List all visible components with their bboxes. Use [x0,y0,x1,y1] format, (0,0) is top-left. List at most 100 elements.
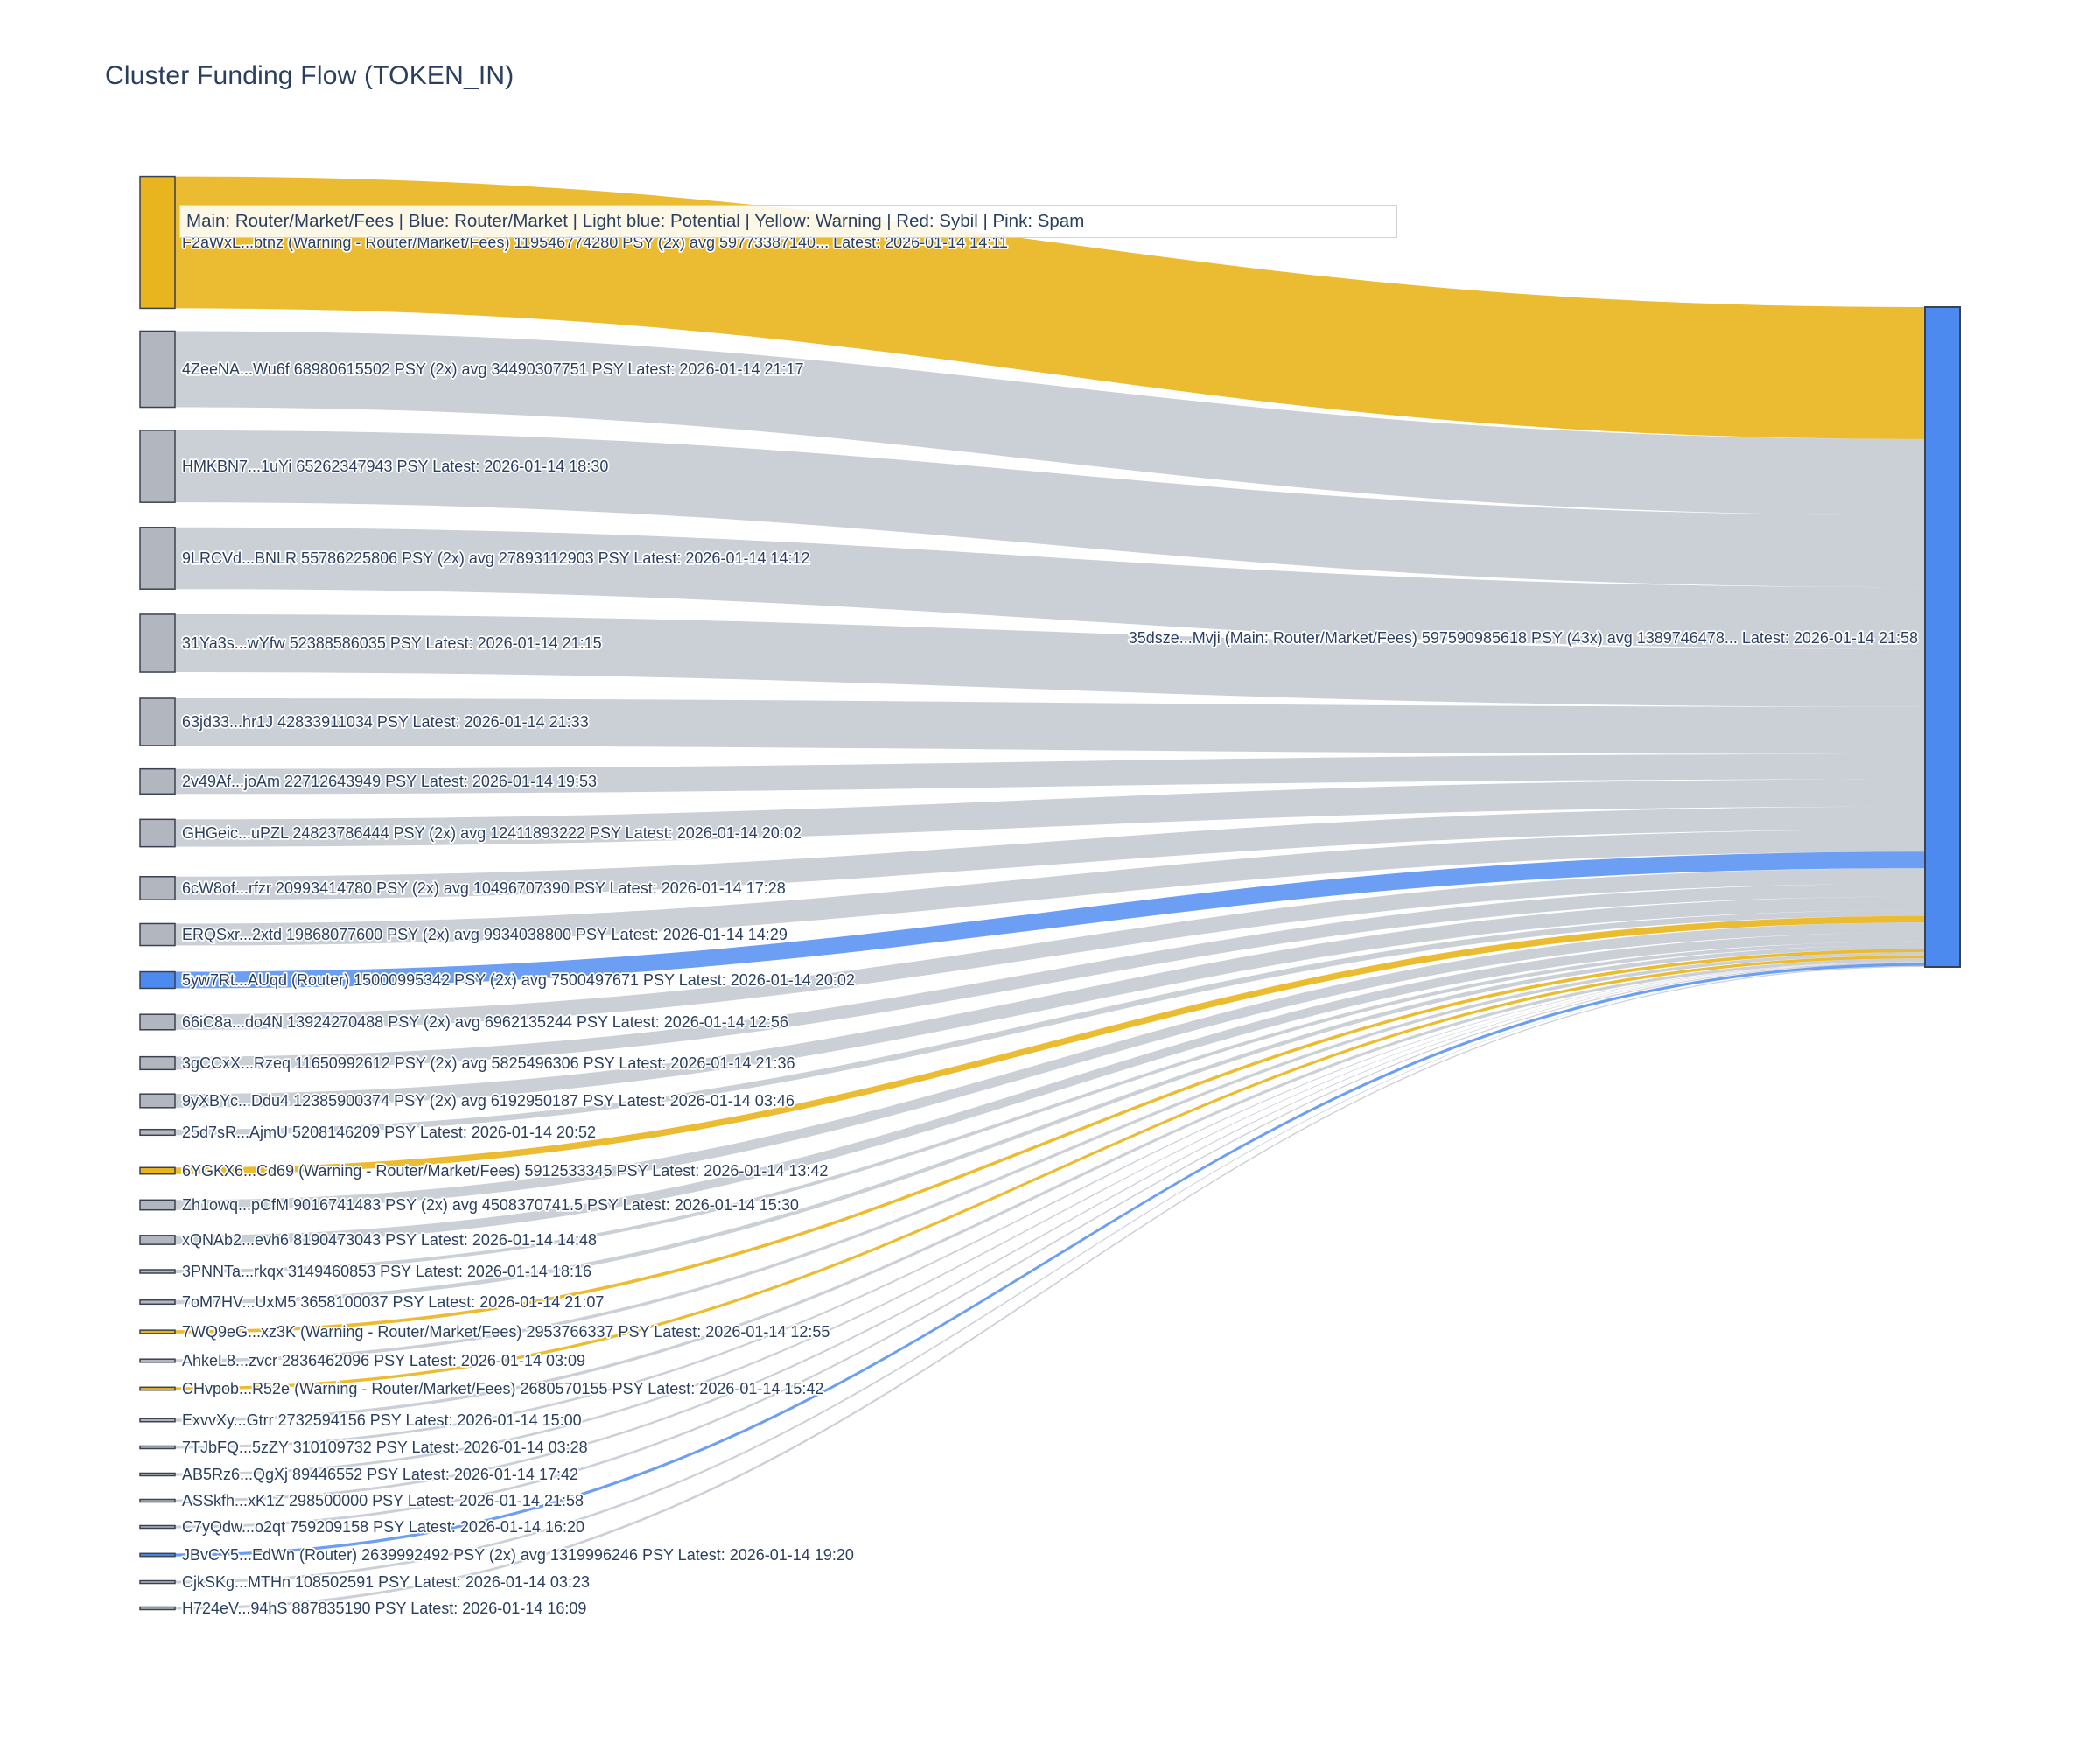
source-node[interactable] [139,1579,176,1585]
node-label: 7WQ9eG...xz3K (Warning - Router/Market/F… [182,1323,830,1340]
source-node[interactable] [139,1552,176,1558]
flow-link[interactable] [175,944,1925,1305]
flow-link[interactable] [175,932,1925,1245]
node-label: GHGeic...uPZL 24823786444 PSY (2x) avg 1… [182,824,802,842]
source-node[interactable] [139,330,176,409]
source-node[interactable] [139,1329,176,1334]
flow-link[interactable] [175,806,1925,900]
flow-link[interactable] [175,952,1925,1362]
node-label: HMKBN7...1uYi 65262347943 PSY Latest: 20… [182,458,608,475]
node-label: 63jd33...hr1J 42833911034 PSY Latest: 20… [182,713,589,731]
flow-link[interactable] [175,779,1925,847]
flow-link[interactable] [175,915,1925,1174]
source-node[interactable] [139,818,176,848]
chart-title: Cluster Funding Flow (TOKEN_IN) [105,61,514,90]
legend-box: Main: Router/Market/Fees | Blue: Router/… [179,205,1397,238]
source-node[interactable] [139,1358,176,1363]
legend-text: Main: Router/Market/Fees | Blue: Router/… [186,211,1085,231]
node-label: 6YGKX6...Cd69 (Warning - Router/Market/F… [182,1162,828,1180]
node-label: AhkeL8...zvcr 2836462096 PSY Latest: 202… [182,1352,585,1369]
node-label: Zh1owq...pCfM 9016741483 PSY (2x) avg 45… [182,1196,799,1214]
flow-link[interactable] [175,430,1925,588]
node-label: 5yw7Rt...AUqd (Router) 15000995342 PSY (… [182,971,855,989]
node-label: 66iC8a...do4N 13924270488 PSY (2x) avg 6… [182,1013,788,1031]
source-node[interactable] [139,1524,176,1530]
labels-layer: F2aWxL...btnz (Warning - Router/Market/F… [180,232,1920,1619]
node-label: 2v49Af...joAm 22712643949 PSY Latest: 20… [182,773,597,790]
source-node[interactable] [139,1166,176,1175]
flow-link[interactable] [175,962,1925,1502]
node-label: C7yQdw...o2qt 759209158 PSY Latest: 2026… [182,1518,584,1536]
node-label: 7oM7HV...UxM5 3658100037 PSY Latest: 202… [182,1293,604,1311]
source-node[interactable] [139,1606,176,1611]
source-node[interactable] [139,1445,176,1450]
flow-link[interactable] [175,958,1925,1422]
flow-link[interactable] [175,955,1925,1390]
node-label: xQNAb2...evh6 8190473043 PSY Latest: 202… [182,1231,597,1249]
source-node[interactable] [139,1055,176,1071]
source-node[interactable] [139,1298,176,1306]
source-node[interactable] [139,1199,176,1211]
node-label: H724eV...94hS 887835190 PSY Latest: 2026… [182,1600,586,1617]
node-label: ERQSxr...2xtd 19868077600 PSY (2x) avg 9… [182,926,788,943]
nodes-layer [139,175,1961,1611]
source-node[interactable] [139,1128,176,1137]
source-node[interactable] [139,876,176,900]
node-label: JBvCY5...EdWn (Router) 2639992492 PSY (2… [182,1546,854,1564]
flow-link[interactable] [175,613,1925,707]
node-label: ExvvXy...Gtrr 2732594156 PSY Latest: 202… [182,1411,582,1429]
source-node[interactable] [139,1498,176,1503]
flow-link[interactable] [175,868,1925,1030]
node-label: 9yXBYc...Ddu4 12385900374 PSY (2x) avg 6… [182,1092,794,1110]
flow-link[interactable] [175,527,1925,649]
target-node[interactable] [1924,306,1961,968]
flow-link[interactable] [175,910,1925,1136]
node-label: 6cW8of...rfzr 20993414780 PSY (2x) avg 1… [182,879,786,897]
flow-link[interactable] [175,965,1925,1610]
flow-link[interactable] [175,176,1925,439]
source-node[interactable] [139,1418,176,1423]
links-layer [175,176,1925,1610]
source-node[interactable] [139,970,176,990]
source-node[interactable] [139,1386,176,1391]
flow-link[interactable] [175,961,1925,1476]
source-node[interactable] [139,527,176,590]
node-label: 25d7sR...AjmU 5208146209 PSY Latest: 202… [182,1124,596,1141]
flow-link[interactable] [175,883,1925,1070]
source-node[interactable] [139,1235,176,1245]
source-node[interactable] [139,430,176,503]
flow-link[interactable] [175,948,1925,1334]
source-node[interactable] [139,697,176,746]
node-label: AB5Rz6...QgXj 89446552 PSY Latest: 2026-… [182,1466,578,1483]
source-node[interactable] [139,767,176,795]
flow-link[interactable] [175,331,1925,515]
node-label: 3PNNTa...rkqx 3149460853 PSY Latest: 202… [182,1263,592,1280]
flow-link[interactable] [175,962,1925,1557]
source-node[interactable] [139,175,176,310]
source-node[interactable] [139,1269,176,1274]
flow-link[interactable] [175,753,1925,794]
node-label: 7TJbFQ...5zZY 310109732 PSY Latest: 2026… [182,1438,588,1456]
flow-link[interactable] [175,961,1925,1449]
source-node[interactable] [139,613,176,673]
source-node[interactable] [139,1472,176,1477]
flow-link[interactable] [175,830,1925,946]
node-label: CHvpob...R52e (Warning - Router/Market/F… [182,1380,823,1397]
node-label: ASSkfh...xK1Z 298500000 PSY Latest: 2026… [182,1492,584,1509]
flow-link[interactable] [175,851,1925,989]
node-label: 9LRCVd...BNLR 55786225806 PSY (2x) avg 2… [182,550,810,567]
flow-link[interactable] [175,697,1925,754]
flow-link[interactable] [175,922,1925,1210]
flow-link[interactable] [175,965,1925,1584]
source-node[interactable] [139,1093,176,1109]
node-label: CjkSKg...MTHn 108502591 PSY Latest: 2026… [182,1573,590,1591]
flow-link[interactable] [175,896,1925,1108]
flow-link[interactable] [175,941,1925,1273]
node-label: 3gCCxX...Rzeq 11650992612 PSY (2x) avg 5… [182,1054,795,1072]
node-label: 4ZeeNA...Wu6f 68980615502 PSY (2x) avg 3… [182,360,804,378]
source-node[interactable] [139,1013,176,1031]
flow-link[interactable] [175,962,1925,1529]
source-node[interactable] [139,922,176,947]
